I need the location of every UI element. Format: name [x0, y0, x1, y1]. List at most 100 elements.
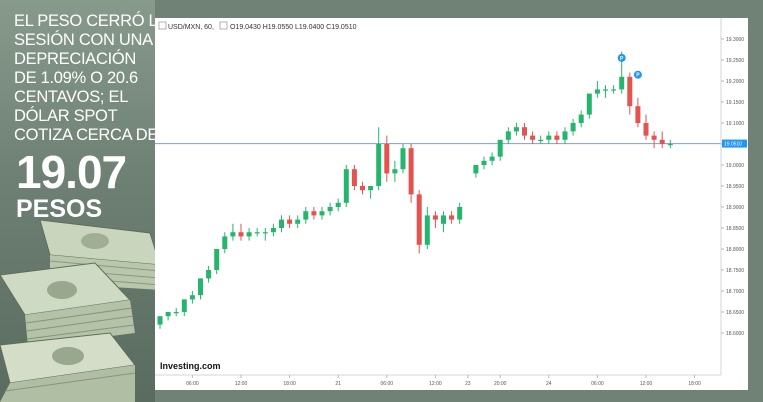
x-tick-label: 12:00 [235, 381, 248, 387]
candle-up [424, 215, 430, 245]
candle-up [611, 89, 617, 91]
headline-line: SESIÓN CON UNA [14, 31, 153, 49]
candle-down [659, 139, 665, 144]
candle-up [270, 228, 276, 233]
last-price-badge [722, 139, 747, 148]
candle-up [578, 114, 584, 123]
x-tick-label: 18:00 [283, 381, 296, 387]
candle-down [416, 194, 422, 245]
candle-up [538, 139, 544, 141]
candle-up [189, 295, 195, 300]
candle-up [173, 312, 179, 314]
candle-up [400, 148, 406, 170]
candle-up [441, 215, 446, 224]
x-tick-label: 20:00 [494, 381, 507, 387]
y-tick-label: 19.2000 [726, 79, 744, 85]
x-tick-label: 12:00 [429, 381, 442, 387]
candle-up [254, 232, 260, 234]
y-tick-label: 19.1000 [726, 121, 744, 127]
x-axis: 06:00 12:00 18:00 21 06:00 12:00 23 20:00 24 06:0… [155, 374, 721, 387]
candle-up [667, 144, 673, 146]
headline-line: CENTAVOS; EL [14, 88, 129, 106]
candle-up [513, 127, 519, 132]
chart-legend: USD/MXN, 60, O19.0430 H19.0550 L19.0400 … [158, 21, 357, 31]
headline-line: DE 1.09% O 20.6 [14, 69, 138, 87]
investing-logo: Investing.com [160, 361, 221, 371]
dollar-stack-image [0, 219, 155, 402]
y-axis: 18.6000 18.6500 18.7000 18.7500 18.8000 18.85… [720, 18, 747, 375]
candle-down [554, 135, 560, 140]
headline-line: DEPRECIACIÓN [14, 50, 137, 68]
event-marker-label: P [636, 73, 640, 79]
candle-up [594, 89, 600, 94]
event-marker-icon [617, 53, 626, 62]
candles [157, 51, 673, 329]
candlestick-chart[interactable]: PP 18.600018.650018.700018.750018.800018… [155, 18, 748, 390]
candle-up [165, 312, 171, 317]
candle-up [206, 270, 212, 279]
headline-value: 19.07 [16, 146, 127, 198]
event-markers: PP [617, 53, 642, 79]
candle-up [489, 156, 495, 161]
candle-down [449, 215, 455, 220]
headline-text: EL PESO CERRÓ LA SESIÓN CON UNA DEPRECIA… [14, 12, 155, 145]
candle-down [238, 232, 244, 237]
candle-down [432, 215, 438, 220]
y-tick-label: 18.7500 [726, 268, 744, 274]
y-tick-label: 18.9000 [726, 205, 744, 211]
candle-up [343, 169, 349, 203]
candle-up [303, 211, 309, 220]
y-tick-label: 18.8000 [726, 247, 744, 253]
candle-down [635, 106, 641, 123]
headline-line: EL PESO CERRÓ LA [14, 12, 155, 30]
x-tick-label: 06:00 [381, 381, 394, 387]
candle-up [586, 93, 592, 115]
candle-up [295, 219, 301, 224]
candle-up [230, 232, 236, 237]
candle-down [408, 148, 414, 195]
x-tick-label: 23 [465, 381, 471, 387]
candle-down [384, 144, 390, 174]
candle-down [311, 211, 317, 216]
candle-up [457, 207, 463, 220]
x-tick-label: 06:00 [186, 381, 199, 387]
y-tick-label: 19.3000 [726, 37, 744, 43]
x-tick-label: 06:00 [591, 381, 604, 387]
headline-panel: EL PESO CERRÓ LA SESIÓN CON UNA DEPRECIA… [0, 0, 155, 402]
candle-up [279, 219, 284, 228]
candle-down [522, 127, 527, 136]
candle-up [505, 131, 511, 140]
candle-up [181, 299, 187, 312]
y-tick-label: 18.8500 [726, 226, 744, 232]
collapse-icon[interactable] [158, 21, 167, 30]
candle-up [562, 131, 568, 140]
candle-up [546, 135, 552, 140]
candle-up [619, 76, 625, 90]
event-marker-label: P [620, 56, 624, 62]
candle-up [392, 169, 398, 174]
event-marker-icon [633, 70, 642, 79]
settings-icon[interactable] [219, 21, 228, 30]
candle-down [351, 169, 357, 186]
candle-up [262, 232, 268, 234]
candle-up [603, 89, 608, 91]
candle-up [335, 202, 341, 207]
candle-up [376, 144, 382, 186]
x-tick-label: 24 [546, 381, 552, 387]
y-tick-label: 18.7000 [726, 289, 744, 295]
y-tick-label: 18.9500 [726, 184, 744, 190]
candle-down [287, 219, 293, 224]
candle-down [643, 123, 649, 136]
candle-up [214, 249, 220, 270]
x-tick-label: 21 [335, 381, 341, 387]
candle-up [319, 211, 325, 216]
y-tick-label: 19.1500 [726, 100, 744, 106]
candle-down [651, 135, 657, 140]
x-tick-label: 18:00 [688, 381, 701, 387]
candle-up [198, 278, 203, 296]
headline-unit: PESOS [16, 195, 103, 223]
candle-up [222, 236, 228, 249]
symbol-label: USD/MXN, 60, [168, 24, 214, 31]
candle-down [530, 135, 536, 140]
